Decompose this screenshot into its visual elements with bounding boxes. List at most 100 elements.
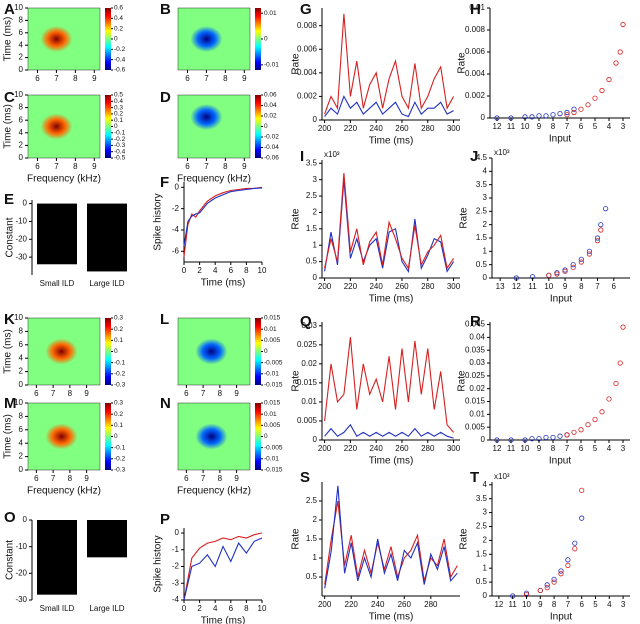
panel-letter: P: [160, 511, 170, 528]
x-tick-label: 0: [182, 604, 187, 613]
x-tick-label: 9: [563, 282, 568, 291]
receptive-field-peak: [195, 423, 228, 450]
colorbar-tick-label: 0.02: [264, 113, 277, 120]
y-tick-label: 0.5: [306, 572, 318, 581]
heatmap-frame: [27, 402, 101, 471]
line-series: [324, 95, 454, 118]
x-axis-label: Frequency (kHz): [177, 486, 251, 497]
x-tick-label: 300: [447, 124, 461, 133]
y-tick-label: 2: [313, 208, 318, 217]
y-tick-label: 0.004: [465, 69, 486, 78]
heatmap-frame: [177, 7, 251, 71]
colorbar-tick-label: 0.01: [264, 326, 277, 333]
x-tick-label: 0: [182, 266, 187, 275]
y-tick-label: 3: [313, 175, 318, 184]
x-tick-label: 220: [344, 282, 358, 291]
x-tick-label: 9: [242, 162, 247, 171]
colorbar-tick-label: -0.5: [114, 155, 126, 162]
line-series: [183, 187, 263, 247]
panel-letter: H: [470, 1, 481, 18]
x-tick-label: 240: [371, 600, 385, 609]
y-tick-label: 1: [313, 553, 318, 562]
panel-letter: R: [470, 313, 481, 330]
y-tick-label: -20: [15, 568, 27, 577]
y-tick-label: 3.5: [476, 494, 488, 503]
scatter-point: [620, 21, 626, 28]
x-axis-label: Input: [549, 456, 571, 467]
x-axis-label: Input: [549, 134, 571, 145]
y-tick-label: 0: [175, 528, 180, 537]
scatter-point: [578, 106, 584, 112]
scatter-point: [571, 429, 577, 435]
x-tick-label: 260: [395, 282, 409, 291]
colorbar-tick-label: 0: [114, 123, 118, 130]
colorbar-tick-label: 0.3: [114, 104, 123, 111]
scatter-point: [546, 272, 552, 278]
panel: B 0.01 0 -0.01 6 7 8 9: [160, 1, 279, 83]
line-series: [183, 537, 263, 601]
scatter-point: [603, 206, 609, 212]
y-axis-label: Constant: [5, 217, 16, 257]
x-tick-label: 8: [73, 74, 78, 83]
panel-letter: G: [300, 1, 312, 18]
receptive-field-peak: [45, 338, 78, 365]
scatter-point: [606, 76, 612, 83]
x-tick-label: 7: [565, 122, 570, 131]
scatter-point: [550, 434, 556, 441]
x-tick-label: 6: [185, 162, 190, 171]
x-tick-label: 6: [184, 389, 189, 398]
x-tick-label: 4: [607, 600, 612, 609]
x-tick-label: 220: [345, 600, 359, 609]
colorbar-tick-label: -0.04: [264, 144, 279, 151]
heatmap-frame: [27, 317, 101, 386]
y-tick-label: 2.5: [476, 522, 488, 531]
y-tick-label: 0: [19, 153, 24, 162]
y-tick-label: 0.02: [469, 384, 485, 393]
x-tick-label: 9: [538, 600, 543, 609]
y-tick-label: 0.01: [301, 397, 317, 406]
colorbar-tick-label: -0.06: [264, 155, 279, 162]
axis-multiplier: x10³: [324, 150, 340, 159]
colorbar-tick-label: -0.1: [114, 444, 126, 451]
y-tick-label: -1: [172, 545, 180, 554]
scatter-point: [570, 262, 576, 268]
x-tick-label: 6: [612, 282, 617, 291]
y-tick-label: 0.005: [465, 422, 486, 431]
y-tick-label: 3: [483, 508, 488, 517]
panel-letter: M: [4, 395, 17, 412]
y-tick-label: 8: [19, 103, 24, 112]
panel: L 0.015 0.01 0.005 0 -0.005 -0.01 -0.015 6 7 8 9: [160, 311, 283, 398]
panel-letter: O: [4, 509, 16, 526]
y-tick-label: 0.008: [465, 25, 486, 34]
colorbar-tick-label: -0.3: [114, 467, 126, 474]
colorbar-tick-label: 0.2: [114, 111, 123, 118]
scatter-point: [585, 102, 591, 108]
x-tick-label: Large ILD: [89, 604, 124, 613]
colorbar-tick-label: 0.015: [264, 315, 281, 322]
bar: [37, 203, 77, 265]
x-tick-label: 13: [496, 282, 505, 291]
x-tick-label: 6: [579, 444, 584, 453]
x-tick-label: 8: [244, 266, 249, 275]
x-tick-label: 12: [494, 600, 503, 609]
colorbar: [105, 318, 111, 385]
scatter-point: [571, 106, 577, 112]
x-tick-label: 8: [223, 74, 228, 83]
panel-letter: T: [470, 469, 479, 486]
heatmap-frame: [27, 7, 101, 71]
x-tick-label: Large ILD: [89, 279, 124, 288]
bar: [87, 520, 127, 558]
y-tick-label: 0: [19, 465, 24, 474]
colorbar: [255, 403, 261, 470]
scatter-point: [598, 227, 604, 233]
x-tick-label: 240: [369, 282, 383, 291]
x-tick-label: 10: [258, 604, 267, 613]
x-tick-label: 11: [507, 122, 516, 131]
y-tick-label: 2: [19, 141, 24, 150]
x-tick-label: 7: [565, 444, 570, 453]
axis-multiplier: x10³: [494, 148, 510, 157]
y-tick-label: 6: [19, 28, 24, 37]
line-series: [324, 173, 455, 270]
y-tick-label: 4: [483, 166, 488, 175]
